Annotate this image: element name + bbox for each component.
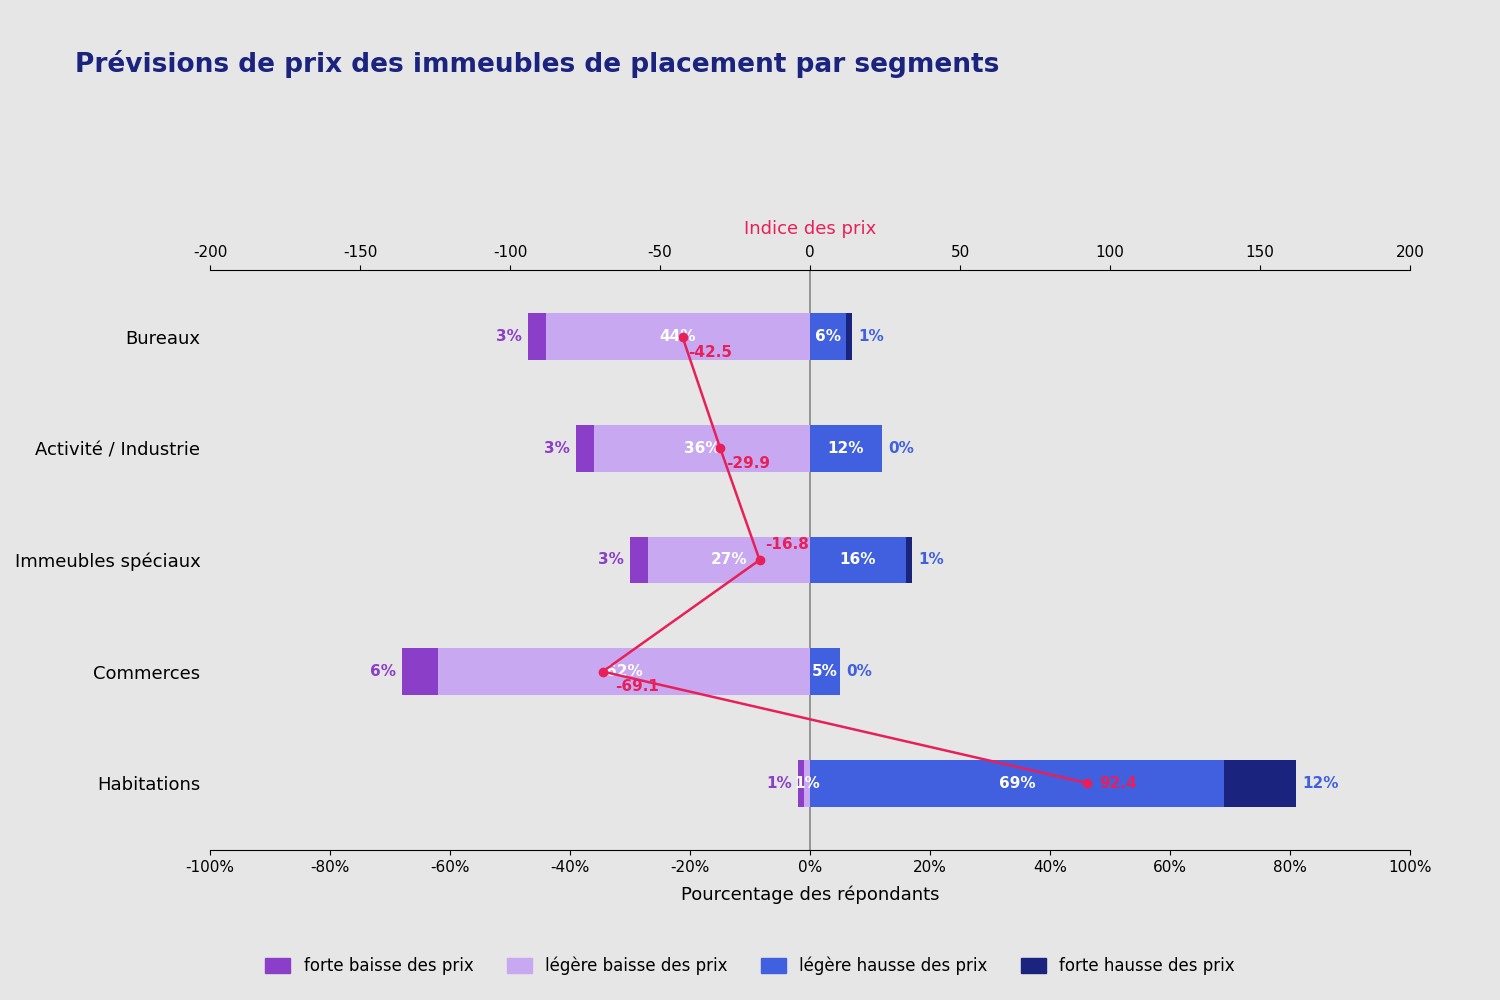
Text: 36%: 36%: [684, 441, 720, 456]
Text: 1%: 1%: [858, 329, 883, 344]
Bar: [576, 425, 594, 472]
X-axis label: Pourcentage des répondants: Pourcentage des répondants: [681, 886, 939, 904]
Legend: forte baisse des prix, légère baisse des prix, légère hausse des prix, forte hau: forte baisse des prix, légère baisse des…: [258, 950, 1242, 982]
Text: 0%: 0%: [888, 441, 914, 456]
Bar: [906, 537, 912, 583]
Bar: [528, 313, 546, 360]
Text: -42.5: -42.5: [688, 345, 732, 360]
Text: 16%: 16%: [840, 552, 876, 567]
Text: 6%: 6%: [815, 329, 842, 344]
Text: 1%: 1%: [794, 776, 820, 791]
Bar: [810, 425, 882, 472]
Text: -16.8: -16.8: [765, 537, 810, 552]
Text: 12%: 12%: [828, 441, 864, 456]
Bar: [630, 537, 648, 583]
Text: 3%: 3%: [496, 329, 522, 344]
Text: 92.4: 92.4: [1100, 776, 1137, 791]
Text: 62%: 62%: [606, 664, 642, 679]
Text: 12%: 12%: [1302, 776, 1338, 791]
Text: -29.9: -29.9: [726, 456, 771, 471]
Text: 3%: 3%: [598, 552, 624, 567]
Bar: [810, 760, 1224, 806]
Text: -69.1: -69.1: [615, 679, 658, 694]
Text: 6%: 6%: [370, 664, 396, 679]
Bar: [402, 648, 438, 695]
Text: 44%: 44%: [660, 329, 696, 344]
Text: 0%: 0%: [846, 664, 871, 679]
Bar: [810, 537, 906, 583]
Text: 3%: 3%: [544, 441, 570, 456]
Text: 1%: 1%: [918, 552, 944, 567]
Text: 1%: 1%: [766, 776, 792, 791]
Bar: [810, 648, 840, 695]
Bar: [810, 313, 846, 360]
Bar: [438, 648, 810, 695]
Bar: [594, 425, 810, 472]
Bar: [846, 313, 852, 360]
Bar: [1224, 760, 1296, 806]
X-axis label: Indice des prix: Indice des prix: [744, 220, 876, 238]
Bar: [798, 760, 804, 806]
Text: Prévisions de prix des immeubles de placement par segments: Prévisions de prix des immeubles de plac…: [75, 50, 999, 78]
Bar: [546, 313, 810, 360]
Text: 27%: 27%: [711, 552, 747, 567]
Bar: [804, 760, 810, 806]
Bar: [648, 537, 810, 583]
Text: 69%: 69%: [999, 776, 1035, 791]
Text: 5%: 5%: [812, 664, 838, 679]
